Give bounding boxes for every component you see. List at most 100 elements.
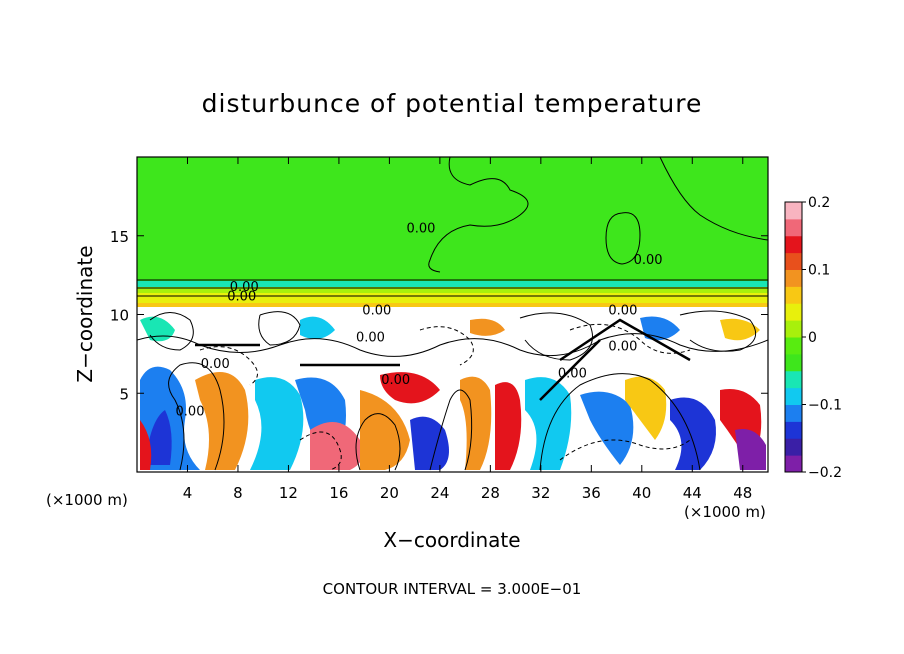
warm-blob	[360, 390, 410, 470]
contour-line	[429, 389, 473, 471]
contour-label: 0.00	[406, 222, 435, 237]
cold-blob	[410, 416, 449, 470]
contour-interval-note: CONTOUR INTERVAL = 3.000E−01	[323, 580, 582, 598]
colorbar-swatch	[785, 235, 802, 254]
cold-blob	[735, 429, 766, 470]
colorbar-swatch	[785, 303, 802, 321]
contour-label: 0.00	[634, 253, 663, 268]
x-tick-label: 44	[683, 484, 702, 502]
contour-line	[539, 373, 701, 471]
warm-blob	[625, 376, 667, 440]
contour-label: 0.00	[227, 289, 256, 304]
colorbar-swatch	[785, 455, 802, 473]
x-tick-label: 28	[481, 484, 500, 502]
contour-line	[679, 310, 757, 352]
chart-title: disturbunce of potential temperature	[202, 89, 703, 118]
contour-line	[559, 318, 691, 362]
warm-blob	[310, 422, 364, 470]
y-axis-label: Z−coordinate	[73, 245, 97, 382]
y-tick-label: 10	[110, 307, 129, 325]
y-axis: 5 10 15	[110, 228, 768, 403]
colorbar-tick-label: −0.2	[808, 465, 842, 481]
warm-blob	[495, 382, 522, 470]
contour-line	[149, 312, 194, 351]
warm-blob	[195, 372, 249, 470]
colorbar-tick-label: −0.1	[808, 398, 842, 414]
contour-line	[355, 413, 401, 471]
x-tick-label: 32	[531, 484, 550, 502]
contour-line-dashed	[419, 326, 474, 366]
x-unit-label: (×1000 m)	[684, 503, 766, 521]
contour-labels: 0.000.000.000.000.000.000.000.000.000.00…	[176, 222, 663, 420]
warm-blob	[720, 318, 760, 341]
x-tick-label: 16	[329, 484, 348, 502]
contour-label: 0.00	[176, 404, 205, 419]
colorbar-tick-label: 0.2	[808, 195, 830, 211]
cold-blob	[300, 316, 335, 339]
cold-blob	[250, 377, 304, 470]
contour-line	[659, 157, 768, 241]
cold-blob	[140, 316, 175, 342]
x-tick-label: 12	[279, 484, 298, 502]
x-axis: 4 8 12 16 20 24 28 32 36 40 44 48	[183, 157, 752, 502]
contour-line-dashed	[569, 323, 691, 354]
contour-line	[605, 212, 641, 265]
colorbar-swatch	[785, 438, 802, 456]
colorbar-swatch	[785, 202, 802, 220]
cold-blob	[525, 377, 572, 470]
x-tick-label: 48	[733, 484, 752, 502]
upper-layer	[137, 157, 768, 281]
colorbar-tick-label: 0.1	[808, 263, 830, 279]
warm-blob	[140, 420, 152, 470]
x-tick-label: 40	[632, 484, 651, 502]
contour-label: 0.00	[558, 367, 587, 382]
y-tick-label: 5	[119, 385, 129, 403]
colorbar-swatch	[785, 421, 802, 439]
contour-line	[539, 339, 601, 401]
colorbar-swatch	[785, 269, 802, 287]
x-tick-label: 24	[430, 484, 449, 502]
contour-label: 0.00	[356, 330, 385, 345]
contour-line-dashed	[299, 431, 342, 471]
warm-blob	[380, 372, 440, 404]
warm-blob	[470, 318, 505, 336]
colorbar-swatch	[785, 404, 802, 422]
colorbar	[785, 202, 802, 473]
contour-label: 0.00	[362, 304, 391, 319]
colorbar-tick-label: 0	[808, 330, 817, 346]
x-tick-label: 8	[233, 484, 243, 502]
x-axis-label: X−coordinate	[383, 528, 520, 552]
colorbar-swatch	[785, 353, 802, 372]
contour-line	[428, 157, 529, 273]
turbulence-blobs	[140, 316, 766, 470]
contour-label: 0.00	[230, 280, 259, 295]
x-tick-label: 36	[582, 484, 601, 502]
x-tick-label: 4	[183, 484, 193, 502]
colorbar-swatch	[785, 337, 802, 355]
warm-band	[137, 303, 768, 307]
contour-lines	[137, 157, 768, 471]
cold-blob	[580, 391, 634, 465]
colorbar-swatch	[785, 252, 802, 270]
x-tick-label: 20	[380, 484, 399, 502]
contour-line-dashed	[199, 346, 258, 386]
warm-band	[137, 281, 768, 287]
contour-label: 0.00	[201, 357, 230, 372]
warm-band	[137, 287, 768, 293]
contour-line-dashed	[559, 439, 691, 461]
contour-label: 0.00	[381, 373, 410, 388]
contour-line	[258, 311, 301, 346]
colorbar-swatch	[785, 218, 802, 237]
y-tick-label: 15	[110, 228, 129, 246]
warm-band	[137, 293, 768, 303]
colorbar-ticks: 0.2 0.1 0 −0.1 −0.2	[802, 195, 842, 481]
cold-blob	[640, 316, 680, 341]
contour-label: 0.00	[608, 340, 637, 355]
contour-label: 0.00	[608, 304, 637, 319]
colorbar-swatch	[785, 286, 802, 304]
contour-line	[519, 312, 593, 361]
contour-line	[168, 362, 225, 471]
cold-blob	[145, 410, 172, 465]
colorbar-swatch	[785, 387, 802, 405]
